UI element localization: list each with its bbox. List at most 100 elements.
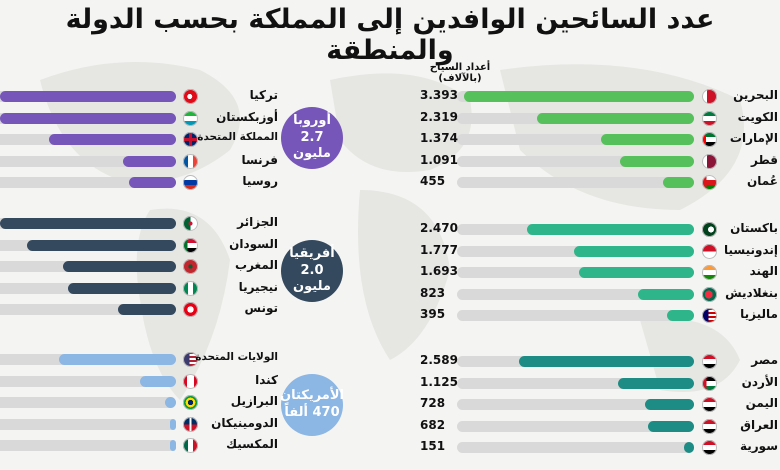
sudan-flag-icon xyxy=(183,237,198,253)
value-label: 823 xyxy=(420,285,446,300)
bar xyxy=(128,177,176,188)
country-label: كندا xyxy=(255,372,278,387)
bar xyxy=(140,375,176,387)
turkey-flag-icon xyxy=(183,89,198,104)
bar-track xyxy=(0,354,176,365)
bar-track xyxy=(457,288,694,300)
bar xyxy=(663,177,694,188)
usa-flag-icon xyxy=(183,352,198,367)
country-label: الكويت xyxy=(737,109,778,124)
pakistan-flag-icon xyxy=(702,222,717,237)
bar-track xyxy=(457,442,694,453)
country-label: تونس xyxy=(244,301,279,315)
value-label: 728 xyxy=(420,396,446,410)
bar-track xyxy=(0,91,176,102)
country-label: الهند xyxy=(749,264,778,278)
bar xyxy=(0,218,176,229)
bar-track xyxy=(0,397,176,408)
mexico-flag-icon xyxy=(183,438,198,453)
bar-track xyxy=(457,245,694,257)
brazil-flag-icon xyxy=(183,395,198,410)
unit-label: أعداد السياح (بالآلاف) xyxy=(429,62,491,84)
value-label: 3.393 xyxy=(420,88,458,102)
bar xyxy=(63,261,176,272)
bar-track xyxy=(457,134,694,145)
dominican-flag-icon xyxy=(183,416,198,432)
chart-title: عدد السائحين الوافدين إلى المملكة بحسب ا… xyxy=(65,4,715,66)
bar-track xyxy=(457,377,694,389)
region-total: 2.7 مليون xyxy=(293,129,331,162)
bar-track xyxy=(0,418,176,430)
value-label: 1.125 xyxy=(420,374,458,389)
region-badge: الأمريكتان 470 ألفاً xyxy=(280,374,344,436)
bar xyxy=(638,288,694,300)
bar-track xyxy=(457,155,694,167)
bar xyxy=(164,397,176,408)
country-label: ماليزيا xyxy=(740,307,778,321)
algeria-flag-icon xyxy=(183,216,198,231)
country-label: بنغلاديش xyxy=(725,285,778,300)
syria-flag-icon xyxy=(702,440,717,455)
bar-track xyxy=(0,282,176,294)
bar xyxy=(579,267,694,278)
bar-track xyxy=(457,356,694,367)
region-total: 2.0 مليون xyxy=(293,262,331,295)
country-label: قطر xyxy=(750,152,778,167)
country-label: الإمارات xyxy=(729,131,778,145)
country-label: البرازيل xyxy=(230,394,278,408)
bar xyxy=(0,112,176,124)
region-badge: أوروبا 2.7 مليون xyxy=(281,107,343,169)
bar-track xyxy=(0,239,176,251)
bar-track xyxy=(0,134,176,145)
bar xyxy=(169,418,176,430)
value-label: 151 xyxy=(420,439,446,453)
region-name: أوروبا xyxy=(293,112,331,128)
bar-track xyxy=(0,218,176,229)
bar xyxy=(647,420,694,432)
malaysia-flag-icon xyxy=(702,308,717,323)
value-label: 2.319 xyxy=(420,109,458,124)
region-name: الأمريكتان xyxy=(280,388,344,404)
bar xyxy=(122,155,176,167)
bar xyxy=(59,354,176,365)
bar xyxy=(617,377,694,389)
region-badge: أفريقيا 2.0 مليون xyxy=(281,240,343,302)
bar-track xyxy=(0,440,176,451)
country-label: فرنسا xyxy=(241,152,278,167)
country-label: العراق xyxy=(740,417,778,432)
bar-track xyxy=(457,420,694,432)
country-label: تركيا xyxy=(249,88,278,102)
value-label: 2.470 xyxy=(420,221,458,235)
value-label: 1.777 xyxy=(420,242,458,257)
value-label: 1.374 xyxy=(420,131,458,145)
bar-track xyxy=(457,112,694,124)
bar-track xyxy=(0,261,176,272)
bar xyxy=(573,245,694,257)
bar-track xyxy=(457,91,694,102)
country-label: مصر xyxy=(751,353,778,367)
uzbekistan-flag-icon xyxy=(183,110,198,126)
country-label: الأردن xyxy=(741,374,778,389)
bar-track xyxy=(0,375,176,387)
nigeria-flag-icon xyxy=(183,280,198,296)
value-label: 682 xyxy=(420,417,446,432)
bar-track xyxy=(457,224,694,235)
bangladesh-flag-icon xyxy=(702,286,717,302)
region-total: 470 ألفاً xyxy=(284,405,340,420)
country-label: اليمن xyxy=(745,396,778,410)
india-flag-icon xyxy=(702,265,717,280)
uk-flag-icon xyxy=(183,132,198,147)
country-label: المكسيك xyxy=(226,437,278,451)
country-label: باكستان xyxy=(730,221,778,235)
bar-track xyxy=(457,399,694,410)
bar-track xyxy=(457,177,694,188)
bar xyxy=(620,155,694,167)
bar-track xyxy=(0,112,176,124)
country-label: السودان xyxy=(229,236,278,251)
bar-track xyxy=(457,267,694,278)
morocco-flag-icon xyxy=(183,259,198,274)
kuwait-flag-icon xyxy=(702,110,717,126)
bar xyxy=(683,442,694,453)
tunisia-flag-icon xyxy=(183,302,198,317)
france-flag-icon xyxy=(183,153,198,169)
